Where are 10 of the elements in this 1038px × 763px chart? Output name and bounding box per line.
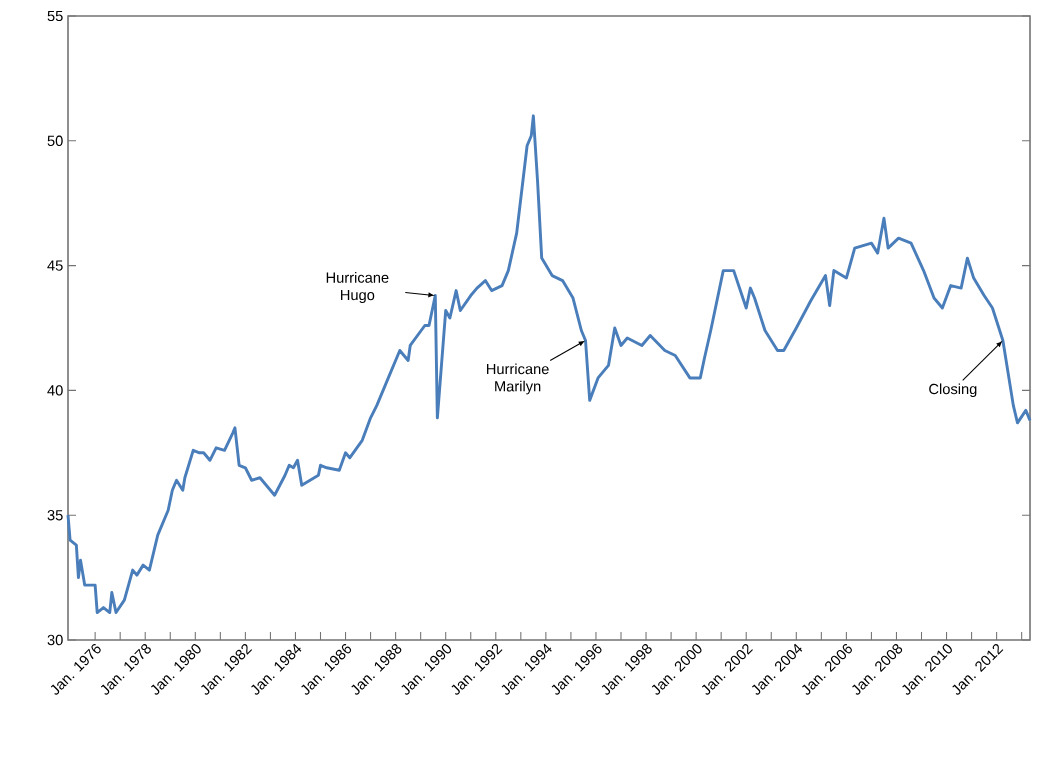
y-tick-label: 45 [47,260,63,271]
y-tick-label: 30 [47,634,63,646]
annotation: Hurricane Hugo [326,272,389,304]
y-tick-label: 55 [47,10,63,22]
y-tick-label: 35 [47,510,63,521]
line-series [66,114,1032,614]
y-tick-label: 50 [47,135,63,146]
y-tick-label: 40 [47,385,63,396]
annotation: Closing [929,383,977,398]
annotation: Hurricane Marilyn [487,363,549,395]
